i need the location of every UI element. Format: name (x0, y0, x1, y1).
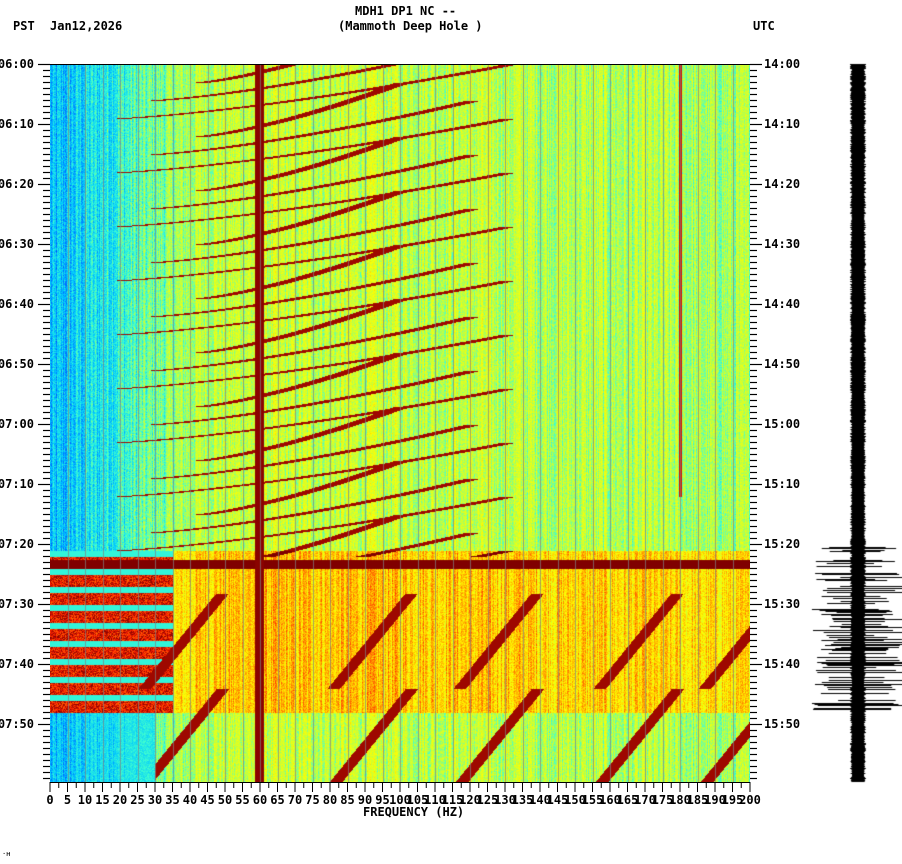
spectrogram-heatmap (50, 65, 750, 782)
y-tick-label-left: 07:30 (0, 597, 34, 611)
y-tick-label-right: 14:00 (764, 57, 800, 71)
y-tick-label-right: 15:00 (764, 417, 800, 431)
x-tick-label: 85 (340, 793, 354, 807)
x-tick-label: 155 (582, 793, 604, 807)
x-tick-label: 45 (200, 793, 214, 807)
y-tick-label-right: 14:20 (764, 177, 800, 191)
date-label: Jan12,2026 (50, 19, 123, 33)
y-tick-label-right: 15:10 (764, 477, 800, 491)
x-tick-label: 175 (652, 793, 674, 807)
x-tick-label: 90 (358, 793, 372, 807)
x-tick-label: 15 (95, 793, 109, 807)
y-tick-label-right: 15:50 (764, 717, 800, 731)
x-tick-label: 50 (218, 793, 232, 807)
x-tick-label: 65 (270, 793, 284, 807)
x-tick-label: 115 (442, 793, 464, 807)
x-tick-label: 40 (183, 793, 197, 807)
left-timezone-label: PST (13, 19, 35, 33)
y-tick-label-left: 07:00 (0, 417, 34, 431)
x-tick-label: 195 (722, 793, 744, 807)
y-tick-label-left: 07:10 (0, 477, 34, 491)
y-tick-label-left: 06:30 (0, 237, 34, 251)
x-tick-label: 10 (78, 793, 92, 807)
x-tick-label: 150 (564, 793, 586, 807)
x-tick-label: 80 (323, 793, 337, 807)
footer-mark: ·ʜ (2, 850, 11, 858)
x-tick-label: 120 (459, 793, 481, 807)
y-tick-label-right: 14:40 (764, 297, 800, 311)
x-tick-label: 55 (235, 793, 249, 807)
y-tick-label-left: 06:20 (0, 177, 34, 191)
y-tick-label-right: 15:30 (764, 597, 800, 611)
y-tick-label-left: 06:50 (0, 357, 34, 371)
y-tick-label-right: 15:40 (764, 657, 800, 671)
x-tick-label: 100 (389, 793, 411, 807)
y-tick-label-right: 15:20 (764, 537, 800, 551)
y-tick-label-left: 06:40 (0, 297, 34, 311)
x-axis-label: FREQUENCY (HZ) (363, 805, 465, 819)
y-tick-label-right: 14:10 (764, 117, 800, 131)
x-tick-label: 185 (687, 793, 709, 807)
y-tick-label-left: 07:50 (0, 717, 34, 731)
x-tick-label: 95 (375, 793, 389, 807)
x-tick-label: 35 (165, 793, 179, 807)
x-tick-label: 25 (130, 793, 144, 807)
station-title: MDH1 DP1 NC -- (355, 4, 457, 18)
x-tick-label: 165 (617, 793, 639, 807)
x-tick-label: 20 (113, 793, 127, 807)
x-tick-label: 75 (305, 793, 319, 807)
x-tick-label: 30 (148, 793, 162, 807)
x-tick-label: 60 (253, 793, 267, 807)
y-tick-label-left: 07:20 (0, 537, 34, 551)
x-tick-label: 105 (407, 793, 429, 807)
y-tick-label-left: 06:00 (0, 57, 34, 71)
plot-frame (50, 64, 750, 782)
y-tick-label-left: 06:10 (0, 117, 34, 131)
x-tick-label: 170 (634, 793, 656, 807)
y-tick-label-right: 14:50 (764, 357, 800, 371)
x-tick-label: 160 (599, 793, 621, 807)
x-tick-label: 145 (547, 793, 569, 807)
seismogram-trace (800, 60, 902, 785)
station-location: (Mammoth Deep Hole ) (338, 19, 483, 33)
y-tick-label-right: 14:30 (764, 237, 800, 251)
x-tick-label: 70 (288, 793, 302, 807)
x-tick-label: 0 (46, 793, 53, 807)
x-tick-label: 135 (512, 793, 534, 807)
x-tick-label: 200 (739, 793, 761, 807)
x-tick-label: 110 (424, 793, 446, 807)
x-tick-label: 140 (529, 793, 551, 807)
x-tick-label: 180 (669, 793, 691, 807)
right-timezone-label: UTC (753, 19, 775, 33)
y-tick-label-left: 07:40 (0, 657, 34, 671)
x-tick-label: 125 (477, 793, 499, 807)
x-tick-label: 190 (704, 793, 726, 807)
x-tick-label: 130 (494, 793, 516, 807)
x-tick-label: 5 (64, 793, 71, 807)
